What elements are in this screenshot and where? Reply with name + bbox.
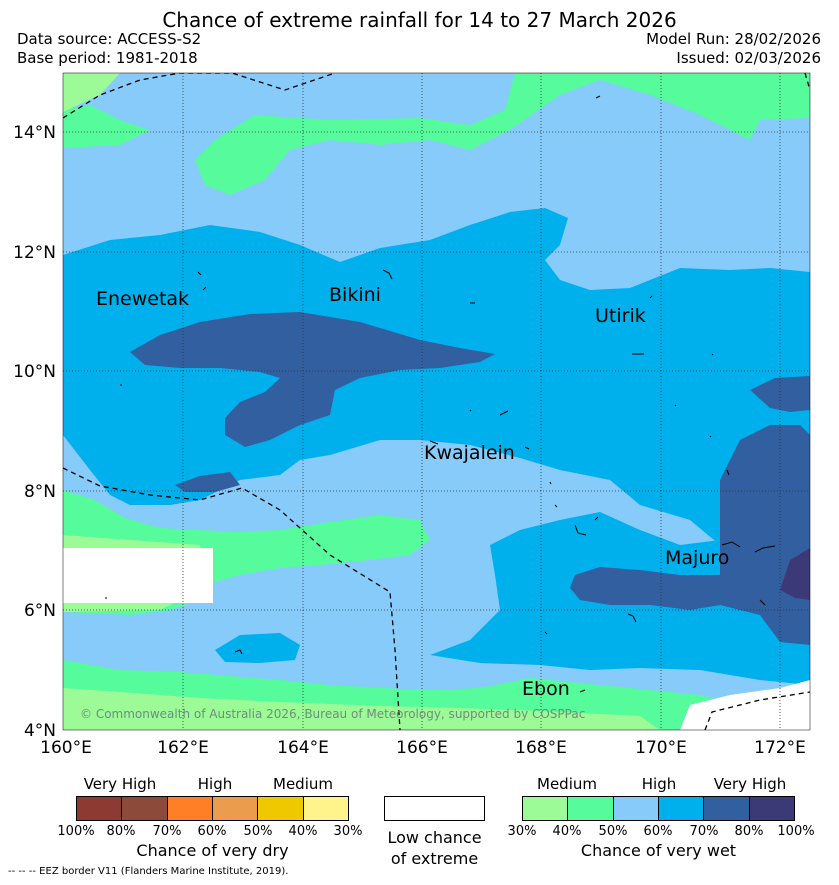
eez-source-note: -- -- -- EEZ border V11 (Flanders Marine… xyxy=(8,866,289,877)
place-label-kwajalein: Kwajalein xyxy=(424,442,515,464)
region-veryhigh-southeast xyxy=(570,425,810,645)
legend-caption-low: Low chance of extreme xyxy=(364,827,505,869)
lat-tick-label: 10°N xyxy=(13,362,56,382)
place-label-enewetak: Enewetak xyxy=(96,288,189,310)
region-veryhigh-central xyxy=(130,312,495,447)
base-period: Base period: 1981-2018 xyxy=(17,49,198,67)
lon-tick-label: 164°E xyxy=(277,738,329,758)
legend-tick: 80% xyxy=(734,824,764,839)
legend-caption: Chance of very dry xyxy=(136,841,289,860)
lon-tick-label: 160°E xyxy=(40,738,92,758)
legend-category: Very High xyxy=(83,775,157,793)
eez-borders xyxy=(63,73,810,730)
region-medium-south-light xyxy=(63,688,660,730)
legend-low-line1: Low chance xyxy=(387,828,482,847)
map-frame xyxy=(62,72,811,731)
legend-tick: 40% xyxy=(288,824,318,839)
lat-axis: 14°N 12°N 10°N 8°N 6°N 4°N xyxy=(13,123,56,741)
legend-tick: 100% xyxy=(777,824,815,839)
region-low-chance xyxy=(63,548,213,603)
region-medium-north xyxy=(63,73,810,195)
map-fill xyxy=(63,73,810,730)
header-right: Model Run: 28/02/2026 Issued: 02/03/2026 xyxy=(646,30,821,68)
region-veryhigh-max xyxy=(780,548,810,600)
legend-swatch xyxy=(749,797,794,820)
place-label-majuro: Majuro xyxy=(665,547,729,569)
legend-category: Medium xyxy=(273,775,333,793)
header-left: Data source: ACCESS-S2 Base period: 1981… xyxy=(17,30,201,68)
legend-swatch xyxy=(523,797,569,820)
legend-category: Medium xyxy=(537,775,597,793)
legend-swatch xyxy=(613,797,659,820)
legend-category: High xyxy=(197,775,233,793)
region-medium-northwest xyxy=(63,105,150,148)
legend-category: Very High xyxy=(713,775,787,793)
lat-tick-label: 8°N xyxy=(24,482,56,502)
legend-swatch xyxy=(658,797,705,820)
legend-swatch xyxy=(303,797,348,820)
lat-tick-label: 12°N xyxy=(13,243,56,263)
lon-tick-label: 162°E xyxy=(157,738,209,758)
legend-colorbar xyxy=(522,796,795,821)
chart-title: Chance of extreme rainfall for 14 to 27 … xyxy=(162,8,677,32)
legend-swatch xyxy=(704,797,750,820)
region-veryhigh-small xyxy=(175,472,240,492)
legend-tick: 50% xyxy=(243,824,273,839)
region-low-chance-southeast xyxy=(680,680,810,730)
legend-tick: 40% xyxy=(552,824,582,839)
lat-tick-label: 14°N xyxy=(13,123,56,143)
legend-tick: 30% xyxy=(333,824,363,839)
legend-swatch xyxy=(568,797,614,820)
region-medium-northwest-2 xyxy=(63,73,120,112)
place-label-ebon: Ebon xyxy=(522,678,570,700)
legend-swatch xyxy=(77,797,123,820)
lat-tick-label: 6°N xyxy=(24,601,56,621)
atoll-outlines xyxy=(105,95,776,693)
legend-tick: 50% xyxy=(598,824,628,839)
issued-date: Issued: 02/03/2026 xyxy=(676,49,821,67)
lon-axis: 160°E 162°E 164°E 166°E 168°E 170°E 172°… xyxy=(40,738,806,758)
region-high-mid xyxy=(63,208,810,545)
legend-swatch-low xyxy=(384,796,485,821)
lon-tick-label: 170°E xyxy=(635,738,687,758)
lon-tick-label: 168°E xyxy=(515,738,567,758)
lon-tick-label: 166°E xyxy=(396,738,448,758)
model-run: Model Run: 28/02/2026 xyxy=(646,30,821,48)
legend-low-line2: of extreme xyxy=(390,849,479,868)
legend-category: High xyxy=(641,775,677,793)
legend-swatch xyxy=(258,797,304,820)
data-source: Data source: ACCESS-S2 xyxy=(17,30,202,48)
place-label-bikini: Bikini xyxy=(329,284,381,306)
legend-swatch xyxy=(122,797,168,820)
region-high-southwest xyxy=(215,633,300,663)
legend-colorbar xyxy=(76,796,349,821)
legend-caption: Chance of very wet xyxy=(580,841,737,860)
legend-tick: 60% xyxy=(197,824,227,839)
legend-swatch xyxy=(212,797,259,820)
legend-tick: 30% xyxy=(507,824,537,839)
legend-tick: 100% xyxy=(57,824,95,839)
legend-swatch xyxy=(167,797,213,820)
legend-tick: 60% xyxy=(643,824,673,839)
legend-tick: 70% xyxy=(152,824,182,839)
lat-tick-label: 4°N xyxy=(24,721,56,741)
rainfall-map[interactable]: Enewetak Bikini Utirik Kwajalein Majuro … xyxy=(0,0,839,770)
lon-tick-label: 172°E xyxy=(754,738,806,758)
legend-tick: 80% xyxy=(106,824,136,839)
place-label-utirik: Utirik xyxy=(595,305,646,327)
copyright: © Commonwealth of Australia 2026, Bureau… xyxy=(80,707,585,721)
legend-tick: 70% xyxy=(689,824,719,839)
